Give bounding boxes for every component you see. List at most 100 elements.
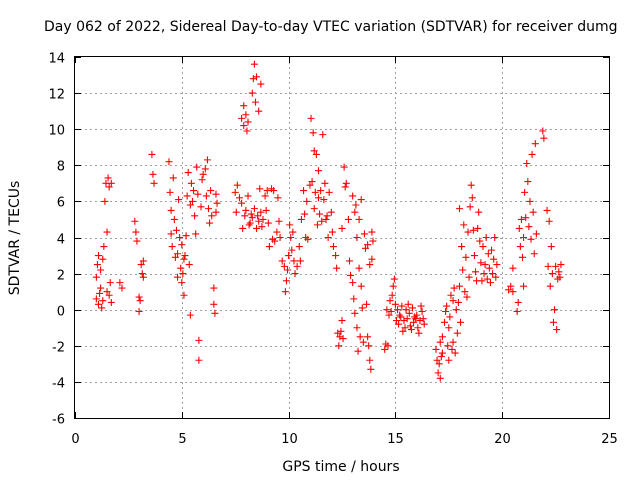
data-point bbox=[481, 261, 489, 269]
data-point bbox=[104, 174, 112, 182]
data-point bbox=[287, 234, 295, 241]
data-point bbox=[105, 291, 113, 299]
data-point bbox=[186, 311, 194, 319]
data-point bbox=[254, 212, 262, 220]
data-point bbox=[403, 315, 411, 323]
data-point bbox=[310, 205, 318, 213]
data-point bbox=[105, 183, 113, 191]
data-point bbox=[394, 306, 402, 314]
data-point bbox=[368, 228, 376, 236]
data-point bbox=[340, 163, 348, 171]
data-point bbox=[212, 190, 220, 198]
data-point bbox=[525, 223, 533, 231]
data-point bbox=[467, 181, 475, 189]
data-point bbox=[523, 159, 531, 167]
data-point bbox=[296, 257, 304, 265]
data-point bbox=[139, 257, 147, 265]
data-point bbox=[513, 308, 521, 316]
y-tick-label: 12 bbox=[48, 88, 65, 103]
data-point bbox=[150, 179, 158, 187]
data-point bbox=[303, 197, 311, 205]
data-point bbox=[238, 199, 246, 207]
x-tick-label: 5 bbox=[178, 432, 186, 447]
y-tick-label: 8 bbox=[57, 160, 65, 175]
data-point bbox=[332, 252, 340, 260]
data-point bbox=[483, 275, 491, 283]
data-point bbox=[281, 288, 289, 296]
x-axis-ticks: 0 5 10 15 20 25 bbox=[71, 57, 618, 447]
data-point bbox=[170, 215, 178, 223]
data-point bbox=[211, 309, 219, 317]
data-point bbox=[93, 261, 101, 269]
data-point bbox=[205, 205, 212, 213]
data-point bbox=[100, 243, 108, 251]
data-point bbox=[407, 326, 415, 334]
data-point bbox=[404, 300, 412, 308]
y-tick-label: 2 bbox=[57, 269, 65, 284]
data-point bbox=[395, 320, 403, 328]
data-point bbox=[364, 241, 372, 249]
data-point bbox=[349, 279, 357, 287]
data-point bbox=[94, 300, 102, 308]
data-point bbox=[556, 273, 564, 281]
data-point bbox=[557, 261, 565, 269]
x-tick-label: 15 bbox=[387, 432, 404, 447]
data-point bbox=[520, 282, 528, 290]
data-point bbox=[313, 221, 321, 229]
data-point bbox=[98, 304, 106, 312]
data-point bbox=[522, 214, 530, 222]
data-point bbox=[169, 174, 177, 182]
data-points bbox=[92, 60, 565, 382]
data-point bbox=[311, 188, 319, 196]
data-point bbox=[242, 111, 250, 119]
data-point bbox=[297, 215, 305, 223]
data-point bbox=[286, 221, 294, 229]
y-tick-label: -4 bbox=[52, 377, 65, 392]
data-point bbox=[461, 288, 469, 296]
data-point bbox=[543, 206, 551, 214]
data-point bbox=[259, 215, 267, 223]
data-point bbox=[307, 114, 315, 122]
data-point bbox=[470, 252, 478, 260]
data-point bbox=[341, 183, 349, 191]
data-point bbox=[317, 187, 325, 195]
data-point bbox=[464, 228, 472, 236]
data-point bbox=[521, 188, 529, 196]
data-point bbox=[174, 250, 182, 258]
data-point bbox=[261, 192, 269, 200]
data-point bbox=[97, 266, 105, 274]
data-point bbox=[206, 219, 214, 227]
data-point bbox=[419, 315, 427, 323]
data-point bbox=[180, 291, 188, 299]
data-point bbox=[322, 215, 330, 223]
data-point bbox=[417, 302, 425, 310]
data-point bbox=[118, 284, 126, 292]
data-point bbox=[244, 192, 252, 200]
data-point bbox=[233, 181, 241, 189]
data-point bbox=[432, 345, 440, 353]
data-point bbox=[274, 194, 282, 202]
grid-lines bbox=[75, 57, 609, 418]
data-point bbox=[486, 279, 494, 287]
data-point bbox=[415, 329, 423, 337]
data-point bbox=[324, 234, 332, 241]
data-point bbox=[177, 264, 185, 272]
data-point bbox=[367, 365, 375, 373]
data-point bbox=[306, 181, 314, 189]
data-point bbox=[457, 318, 465, 326]
data-point bbox=[485, 264, 493, 272]
data-point bbox=[459, 266, 467, 274]
data-point bbox=[449, 338, 457, 346]
data-point bbox=[183, 192, 191, 200]
data-point bbox=[255, 107, 263, 115]
data-point bbox=[339, 335, 347, 343]
data-point bbox=[304, 235, 312, 243]
data-point bbox=[250, 60, 258, 68]
data-point bbox=[240, 122, 248, 130]
data-point bbox=[182, 232, 190, 240]
data-point bbox=[446, 313, 454, 321]
data-point bbox=[547, 243, 555, 251]
data-point bbox=[197, 203, 205, 211]
data-point bbox=[445, 324, 453, 332]
data-point bbox=[388, 291, 396, 299]
